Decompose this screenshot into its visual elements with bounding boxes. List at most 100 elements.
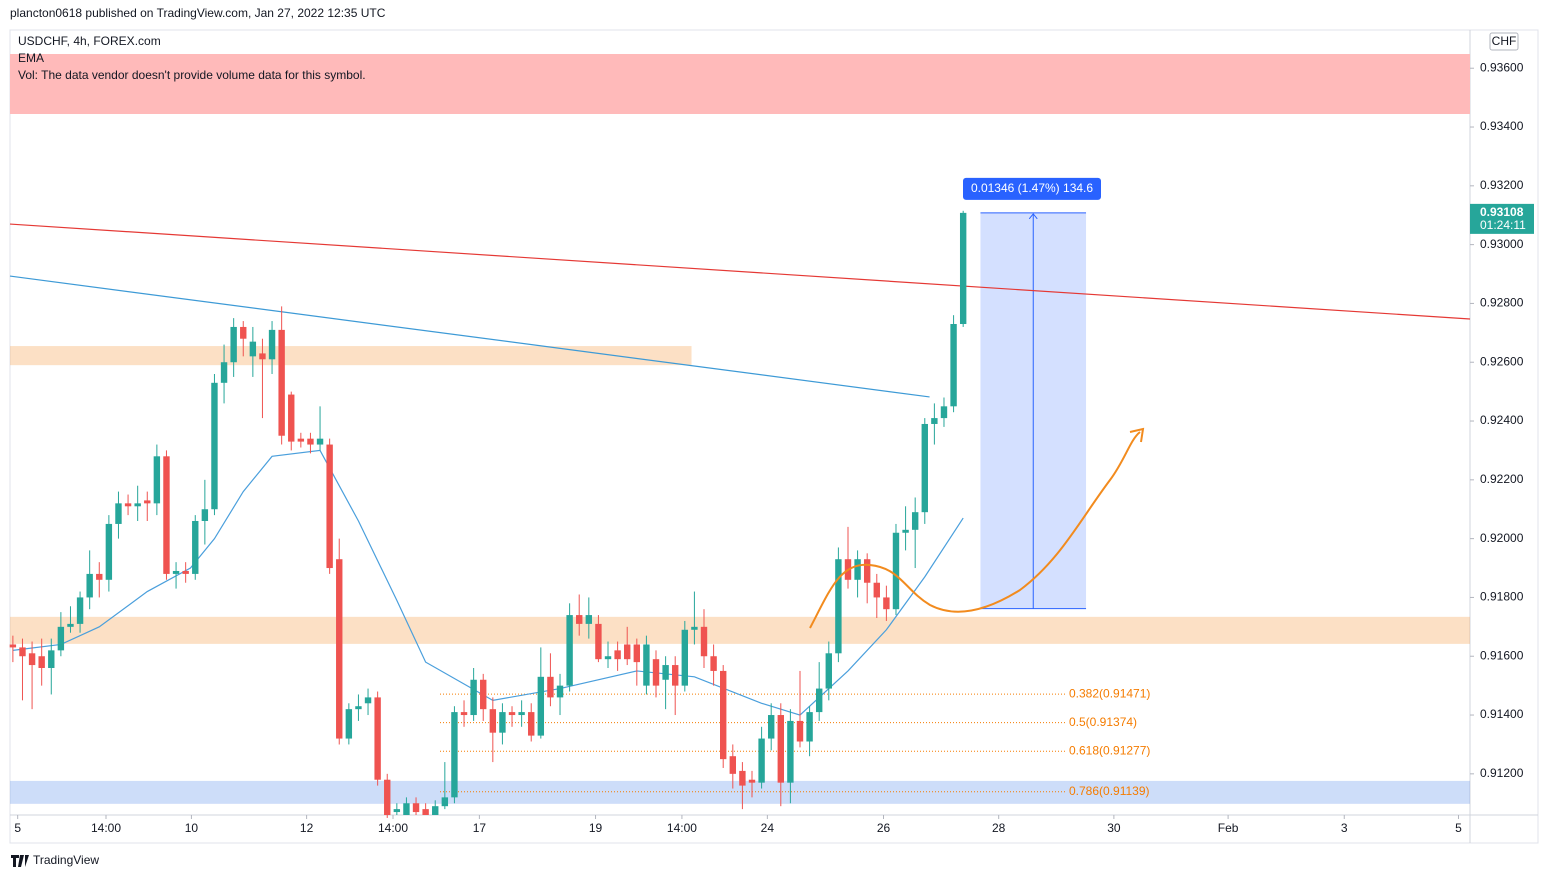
candle-body [259,353,266,360]
zone [10,780,1470,804]
x-tick-label: 10 [185,821,199,835]
frame [9,29,1539,844]
candle-body [700,626,708,657]
candle-body [585,615,593,624]
y-tick-label: 0.91600 [1480,648,1524,662]
fib-label: 0.618(0.91277) [1069,743,1150,757]
candle-body [739,770,746,786]
trendline [9,223,1471,320]
candle-body [201,509,209,521]
countdown-label: 01:24:11 [1480,218,1526,232]
candle-body [220,362,228,383]
x-tick-label: 24 [761,821,775,835]
candle-body [355,706,362,710]
candle-body [96,573,103,580]
candle-body [393,809,401,813]
candle-body [153,456,161,504]
candle-body [403,803,410,815]
y-tick-label: 0.93000 [1480,237,1524,251]
candle-body [691,626,698,630]
candle-body [480,679,487,710]
candle-body [950,324,957,407]
y-tick-label: 0.92200 [1480,472,1524,486]
x-tick-label: 17 [473,821,487,835]
candle-body [931,418,938,424]
candle-body [556,685,564,698]
x-tick-label: 14:00 [667,821,697,835]
candle-body [854,559,861,580]
candle-body [815,688,823,713]
candle-body [508,712,516,716]
y-tick-label: 0.91400 [1480,707,1524,721]
last-price-tag [1470,203,1534,234]
candle-body [163,456,170,574]
candle-body [729,756,737,774]
candle-body [19,647,26,657]
plot: 0.01346 (1.47%) 134.6 0.382(0.91471) 0.5(0… [9,177,1471,818]
x-tick-label: 14:00 [91,821,121,835]
zone [10,616,1470,644]
projection-arrowhead [1129,427,1145,443]
brand-name: TradingView [33,853,99,867]
notice-text: Vol: The data vendor doesn't provide vol… [18,68,366,82]
candle-body [863,559,871,583]
y-tick-label: 0.91200 [1480,766,1524,780]
candle-body [595,623,602,660]
y-tick-label: 0.93600 [1480,60,1524,74]
x-tick-label: 5 [14,821,21,835]
y-tick-label: 0.92600 [1480,354,1524,368]
x-tick-label: 26 [877,821,891,835]
measure-label-bg [963,177,1101,200]
candle-body [806,712,813,742]
candle-body [921,423,928,513]
candle-body [364,697,372,704]
brand-logo [11,855,29,867]
x-tick-label: 12 [300,821,314,835]
candle-body [38,656,45,668]
candle-body [278,329,285,436]
candle-body [547,676,554,698]
candle-body [767,715,775,739]
candle-body [105,523,113,580]
candle-body [624,644,631,660]
candle-body [959,212,967,325]
zone [10,346,692,366]
candle-body [374,697,381,780]
candle-body [643,644,650,686]
candle-body [710,656,717,671]
candle-body [604,656,612,660]
candle-body [911,512,919,530]
measure-label: 0.01346 (1.47%) 134.6 [971,181,1093,195]
candle-body [336,559,343,739]
candle-body [76,597,84,624]
symbol-title: USDCHF, 4h, FOREX.com [18,34,161,48]
last-price-label: 0.93108 [1480,205,1524,219]
fib-label: 0.5(0.91374) [1069,715,1137,729]
candle-body [528,712,535,736]
y-tick-label: 0.92400 [1480,413,1524,427]
candle-body [288,394,295,442]
currency-button[interactable] [1489,32,1519,51]
ema-line [12,449,964,716]
candle-body [883,597,890,610]
candle-body [499,712,506,733]
published-line: plancton0618 published on TradingView.co… [10,6,386,20]
notice-banner [10,54,1470,114]
candle-body [412,803,420,813]
candle-body [633,644,641,663]
candle-body [48,650,55,668]
candle-body [144,500,151,504]
candle-body [489,709,497,733]
x-tick-label: 5 [1455,821,1462,835]
candle-body [825,653,832,689]
candle-body [460,712,468,716]
x-tick-label: 30 [1107,821,1121,835]
candle-body [451,712,458,798]
candle-body [432,806,439,815]
x-tick-label: Feb [1218,821,1239,835]
measure-arrowhead [1028,213,1038,220]
fib-label: 0.786(0.91139) [1069,784,1150,798]
candle-body [748,779,756,783]
